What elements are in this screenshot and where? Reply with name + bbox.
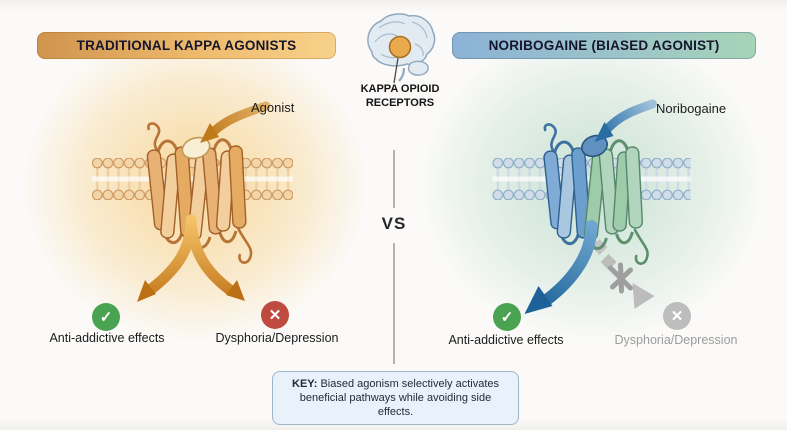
brain-gyri-lines (374, 21, 428, 59)
brain-stem (398, 67, 406, 82)
kappa-receptor-traditional (146, 122, 253, 264)
transmembrane-helices-left (146, 145, 247, 241)
check-circle-icon: ✓ (92, 303, 120, 331)
arrowhead-adverse-left (226, 280, 245, 301)
banner-right-label: NORIBOGAINE (BIASED AGONIST) (488, 38, 720, 53)
kappa-receptor-location-dot (388, 35, 412, 59)
blocked-pathway (591, 239, 655, 309)
dash-segment (600, 254, 617, 270)
kappa-opioid-receptors-caption: KAPPA OPIOID RECEPTORS (360, 83, 440, 109)
agonist-ligand-bound (181, 136, 211, 160)
check-circle-icon: ✓ (493, 303, 521, 331)
brain-illustration (367, 13, 436, 84)
brain-cerebellum (407, 60, 429, 76)
transmembrane-helices-right (543, 146, 644, 241)
noribogaine-scene (492, 99, 691, 314)
noribogaine-ligand-bound (581, 134, 608, 158)
top-edge-band (0, 0, 787, 12)
banner-noribogaine-biased-agonist: NORIBOGAINE (BIASED AGONIST) (452, 32, 756, 59)
cross-circle-icon: ✕ (261, 301, 289, 329)
n-terminus-squiggle-right (543, 123, 557, 152)
noribogaine-label: Noribogaine (656, 101, 727, 116)
selective-pathway-arrow (524, 220, 598, 314)
gray-cross-circle-icon: ✕ (663, 302, 691, 330)
divider-upper (393, 150, 395, 208)
divider-lower (393, 243, 395, 364)
agonist-label: Agonist (251, 100, 295, 115)
c-terminus-squiggle-right (633, 228, 649, 265)
left-negative-outcome-label: Dysphoria/Depression (215, 331, 339, 345)
right-positive-outcome-label: Anti-addictive effects (448, 333, 564, 347)
banner-left-label: TRADITIONAL KAPPA AGONISTS (76, 38, 297, 53)
c-terminus-squiggle-left (236, 227, 253, 264)
cross-glyph: ✕ (670, 308, 684, 325)
key-text: Biased agonism selectively activates ben… (299, 378, 499, 418)
agonist-binding-arrow (200, 101, 271, 143)
noribogaine-binding-arrow (594, 99, 657, 142)
arrowhead-beneficial-left (137, 280, 156, 302)
right-negative-outcome-label: Dysphoria/Depression (614, 333, 738, 347)
blocked-arrowhead (632, 283, 655, 309)
brain-icon (357, 8, 443, 84)
n-terminus-squiggle-left (147, 122, 161, 151)
caption-pointer-line (393, 57, 399, 84)
check-glyph: ✓ (500, 309, 514, 326)
vs-label: VS (381, 214, 407, 233)
arrowhead-beneficial-right (524, 286, 553, 314)
dual-pathway-arrow (137, 214, 245, 302)
key-explanation-box: KEY: Biased agonism selectively activates… (272, 371, 519, 425)
cross-glyph: ✕ (268, 307, 282, 324)
traditional-agonist-scene (92, 101, 293, 302)
check-glyph: ✓ (99, 309, 113, 326)
banner-traditional-kappa-agonists: TRADITIONAL KAPPA AGONISTS (37, 32, 336, 59)
left-positive-outcome-label: Anti-addictive effects (49, 331, 165, 345)
blocked-asterisk-icon (608, 262, 633, 294)
key-label: KEY: (292, 378, 318, 390)
